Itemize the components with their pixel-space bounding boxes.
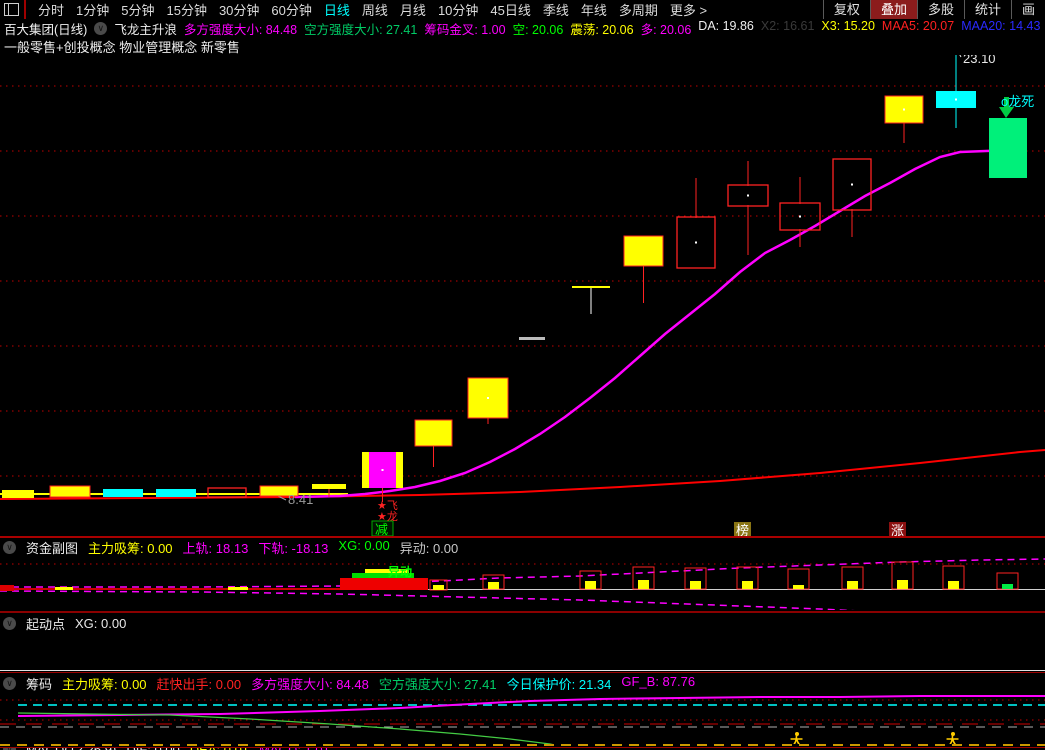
panel-divider — [0, 671, 1045, 673]
indicator-name: 飞龙主升浪 — [114, 22, 177, 37]
indicator-field-MAA20: MAA20: 14.43 — [961, 19, 1041, 33]
period-tab-年线[interactable]: 年线 — [580, 3, 607, 18]
indicator-field-筹码金叉: 筹码金叉: 1.00 — [424, 22, 506, 37]
indicator-field-今日保护价: 今日保护价: 21.34 — [506, 677, 612, 692]
period-tab-10分钟[interactable]: 10分钟 — [437, 3, 479, 18]
start-panel-title[interactable]: 起动点 — [26, 616, 66, 632]
period-tab-周线[interactable]: 周线 — [361, 3, 388, 18]
toolbar-button-统计[interactable]: 统计 — [963, 0, 1011, 19]
indicator-field-XG: XG: 0.00 — [338, 538, 390, 553]
period-tab-更多 >[interactable]: 更多 > — [669, 3, 708, 18]
period-tab-60分钟[interactable]: 60分钟 — [271, 3, 312, 18]
indicator-field-DA: DA: 19.86 — [698, 19, 754, 33]
svg-text:23.10: 23.10 — [963, 55, 996, 66]
svg-text:榜: 榜 — [736, 523, 749, 537]
indicator-field-MAA5: MAA5: 20.07 — [881, 19, 955, 33]
bottom-separator — [0, 744, 1045, 748]
indicator-field-多方强度大小: 多方强度大小: 84.48 — [251, 677, 369, 692]
layout-icon[interactable] — [4, 3, 19, 16]
toolbar-button-复权[interactable]: 复权 — [822, 0, 870, 19]
collapse-chevron-icon[interactable]: ∨ — [3, 677, 16, 690]
collapse-chevron-icon[interactable]: ∨ — [3, 748, 16, 750]
period-tab-15分钟[interactable]: 15分钟 — [166, 3, 207, 18]
indicator-field-X3: X3: 15.20 — [821, 19, 875, 33]
indicator-field-MACD: MACD: 1.01 — [259, 748, 330, 750]
indicator-field-主力吸筹: 主力吸筹: 0.00 — [88, 540, 173, 556]
indicator-field-XG: XG: 0.00 — [75, 615, 127, 631]
indicator-field-空方强度大小: 空方强度大小: 27.41 — [378, 677, 497, 692]
start-fields: XG: 0.00 — [75, 616, 126, 631]
indicator-field-DIF: DIF: 0.00 — [126, 748, 179, 750]
toolbar-button-画[interactable]: 画 — [1010, 0, 1045, 19]
toolbar-button-叠加[interactable]: 叠加 — [869, 0, 917, 19]
indicator-field-DEA: DEA: 0.01 — [190, 748, 249, 750]
svg-text:★飞: ★飞 — [377, 500, 398, 512]
indicator-field-主力吸筹: 主力吸筹: 0.00 — [62, 677, 147, 692]
indicator-field-赶快出手: 赶快出手: 0.00 — [156, 677, 242, 692]
period-tab-多周期[interactable]: 多周期 — [618, 3, 658, 18]
chips-fields: 主力吸筹: 0.00 赶快出手: 0.00 多方强度大小: 84.48 空方强度大小:… — [62, 674, 695, 693]
svg-text:★龙: ★龙 — [377, 510, 398, 523]
funds-panel-title[interactable]: 资金副图 — [26, 540, 79, 556]
topbar-right: 复权 叠加 多股 统计画 — [822, 0, 1045, 19]
panel-divider — [0, 670, 1045, 671]
indicator-field-异动: 异动: 0.00 — [399, 540, 459, 556]
macd-fields: DIF: 0.00 DEA: 0.01 MACD: 1.01 — [126, 748, 330, 750]
indicator-info-row: 百大集团(日线) ∨ 飞龙主升浪 多方强度大小: 84.48 空方强度大小: 27… — [0, 19, 1045, 37]
indicator-field-震荡: 震荡: 20.06 — [570, 22, 634, 37]
chips-chart[interactable]: 大大 — [0, 695, 1045, 744]
funds-chart[interactable]: 异动 — [0, 556, 1045, 610]
toolbar-button-多股[interactable]: 多股 — [916, 0, 964, 19]
period-tab-30分钟[interactable]: 30分钟 — [218, 3, 260, 18]
svg-text:大: 大 — [790, 734, 803, 744]
svg-text:减: 减 — [375, 522, 388, 537]
indicator-field-多方强度大小: 多方强度大小: 84.48 — [183, 22, 298, 37]
panel-divider — [0, 611, 1045, 613]
start-panel-header: ∨ 起动点 XG: 0.00 — [0, 614, 1045, 632]
toolbar-divider — [24, 0, 26, 19]
svg-text:8.41: 8.41 — [288, 492, 313, 507]
chips-panel-title[interactable]: 筹码 — [26, 677, 53, 692]
period-tab-季线[interactable]: 季线 — [542, 3, 569, 18]
svg-text:大: 大 — [946, 734, 959, 744]
period-tab-月线[interactable]: 月线 — [399, 3, 426, 18]
indicator-field-GF_B: GF_B: 87.76 — [621, 674, 696, 689]
funds-panel-header: ∨ 资金副图 主力吸筹: 0.00 上轨: 18.13 下轨: -18.13 XG: … — [0, 538, 1045, 556]
collapse-chevron-icon[interactable]: ∨ — [3, 540, 16, 554]
concept-tags-text: 一般零售+创投概念 物业管理概念 新零售 — [4, 39, 240, 55]
svg-text:o龙死: o龙死 — [1001, 94, 1034, 109]
panel-divider — [0, 536, 1045, 538]
period-tab-日线[interactable]: 日线 — [323, 3, 350, 18]
funds-fields: 主力吸筹: 0.00 上轨: 18.13 下轨: -18.13 XG: 0.00 异动:… — [88, 538, 458, 556]
period-tab-45日线[interactable]: 45日线 — [490, 3, 531, 18]
main-chart[interactable]: 23.10 8.41 ★飞★龙减 榜 涨 o龙死 — [0, 55, 1045, 537]
concept-tags: 一般零售+创投概念 物业管理概念 新零售 — [0, 37, 1045, 55]
period-tab-1分钟[interactable]: 1分钟 — [76, 3, 110, 18]
period-tab-5分钟[interactable]: 5分钟 — [121, 3, 155, 18]
collapse-chevron-icon[interactable]: ∨ — [94, 21, 108, 35]
indicator-field-多: 多: 20.06 — [640, 22, 692, 37]
indicator-field-空: 空: 20.06 — [512, 22, 564, 37]
period-tab-分时[interactable]: 分时 — [38, 3, 65, 18]
macd-panel-title[interactable]: MACD(12,26,9) — [26, 748, 116, 750]
info-fields: 多方强度大小: 84.48 空方强度大小: 27.41 筹码金叉: 1.00 空: 2… — [184, 19, 1045, 37]
svg-text:涨: 涨 — [891, 523, 904, 537]
indicator-field-上轨: 上轨: 18.13 — [182, 540, 249, 556]
svg-text:异动: 异动 — [388, 565, 412, 579]
period-tabs: 分时 1分钟 5分钟 15分钟 30分钟 60分钟 日线 周线 月线 10分钟 45日线 季线 年线 多周… — [32, 0, 713, 19]
collapse-chevron-icon[interactable]: ∨ — [3, 616, 16, 630]
macd-panel-header: ∨ MACD(12,26,9) DIF: 0.00 DEA: 0.01 MACD: … — [0, 748, 1045, 750]
indicator-field-下轨: 下轨: -18.13 — [258, 540, 329, 556]
indicator-field-X2: X2: 16.61 — [760, 19, 815, 33]
indicator-field-空方强度大小: 空方强度大小: 27.41 — [304, 22, 418, 37]
chips-panel-header: ∨ 筹码 主力吸筹: 0.00 赶快出手: 0.00 多方强度大小: 84.48 空方… — [0, 674, 1045, 693]
symbol-title: 百大集团(日线) — [4, 22, 88, 37]
period-toolbar: 分时 1分钟 5分钟 15分钟 30分钟 60分钟 日线 周线 月线 10分钟 45日线 季线 年线 多周… — [0, 0, 1045, 19]
